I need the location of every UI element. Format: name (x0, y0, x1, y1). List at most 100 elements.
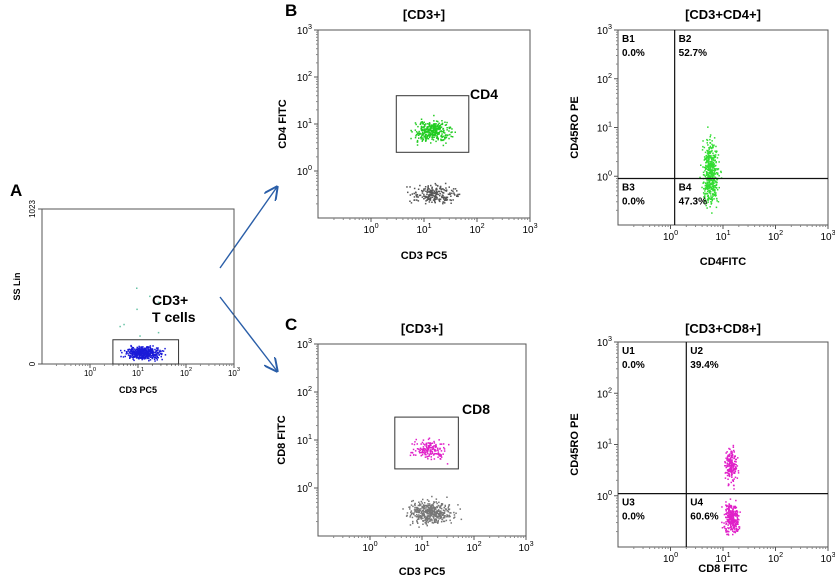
data-point (432, 126, 435, 128)
data-point (426, 447, 428, 450)
data-point (425, 200, 427, 202)
data-point (136, 354, 138, 357)
data-point (409, 194, 412, 196)
data-point (423, 135, 425, 138)
data-point (422, 129, 424, 132)
data-point (430, 450, 433, 452)
data-point (421, 502, 423, 504)
data-point (735, 528, 738, 531)
data-point (423, 195, 425, 197)
data-point (711, 175, 714, 177)
data-point (433, 120, 435, 122)
data-point (712, 164, 714, 166)
data-point (731, 528, 734, 531)
data-point (434, 452, 436, 455)
data-point (707, 179, 710, 181)
data-point (736, 512, 738, 514)
data-point (443, 512, 446, 515)
data-point (156, 354, 158, 356)
data-point (729, 467, 732, 469)
data-point (426, 456, 428, 458)
data-point (449, 515, 451, 518)
data-point (414, 450, 417, 452)
data-point (429, 450, 431, 453)
data-point (433, 520, 436, 522)
data-point (439, 443, 441, 445)
data-point (446, 514, 448, 516)
data-point (434, 446, 437, 448)
data-point (410, 451, 412, 454)
data-point (710, 175, 712, 178)
data-point (725, 521, 727, 523)
data-point (446, 196, 449, 199)
data-point (420, 125, 423, 128)
data-point (731, 461, 733, 463)
data-point (438, 131, 440, 134)
data-point (430, 124, 433, 126)
quadrant-percent: 0.0% (622, 512, 645, 523)
data-point (426, 499, 429, 501)
data-point (709, 206, 711, 208)
data-point (711, 159, 713, 161)
data-point (728, 513, 731, 516)
data-point (730, 466, 732, 469)
data-point (441, 136, 444, 138)
data-point (145, 350, 147, 353)
data-point (144, 356, 146, 359)
data-point (708, 147, 710, 149)
data-point (431, 191, 433, 194)
data-point (713, 171, 716, 173)
data-point (417, 509, 420, 512)
data-point (128, 355, 131, 357)
data-point (726, 472, 728, 474)
data-point (438, 518, 440, 520)
data-point (424, 137, 427, 140)
data-point (146, 355, 148, 357)
data-point (145, 348, 147, 351)
data-point (445, 198, 447, 200)
data-point (724, 477, 727, 479)
data-point (439, 453, 441, 456)
data-point (433, 512, 436, 514)
data-point (708, 178, 711, 181)
data-point (715, 161, 717, 164)
data-point (416, 508, 418, 510)
data-point (712, 193, 714, 196)
data-point (127, 350, 129, 352)
data-point (732, 510, 734, 512)
data-point (460, 518, 463, 521)
arrow-a-to-b (219, 187, 277, 269)
data-point (133, 356, 135, 358)
data-point (427, 129, 430, 131)
data-point (143, 353, 146, 356)
data-point (419, 184, 421, 187)
y-tick-label: 101 (297, 432, 312, 447)
data-point (420, 122, 422, 125)
data-point (705, 192, 707, 195)
data-point (138, 356, 140, 359)
data-point (458, 193, 461, 196)
data-point (130, 345, 132, 348)
data-point (424, 456, 427, 458)
data-point (453, 517, 455, 519)
data-point (423, 513, 425, 515)
data-point (708, 189, 711, 192)
data-point (731, 512, 733, 514)
data-point (711, 163, 713, 165)
data-point (732, 521, 735, 523)
data-point (459, 508, 461, 510)
data-point (437, 520, 439, 522)
data-point (427, 446, 430, 448)
data-point (439, 185, 442, 188)
data-point (730, 514, 732, 517)
quadrant-name: B2 (679, 34, 692, 45)
data-point (438, 122, 440, 125)
data-point (414, 509, 417, 511)
data-point (451, 136, 454, 138)
data-point (706, 186, 708, 188)
data-point (417, 132, 419, 134)
data-point (442, 513, 444, 516)
data-point (437, 120, 439, 123)
data-point (433, 509, 435, 512)
